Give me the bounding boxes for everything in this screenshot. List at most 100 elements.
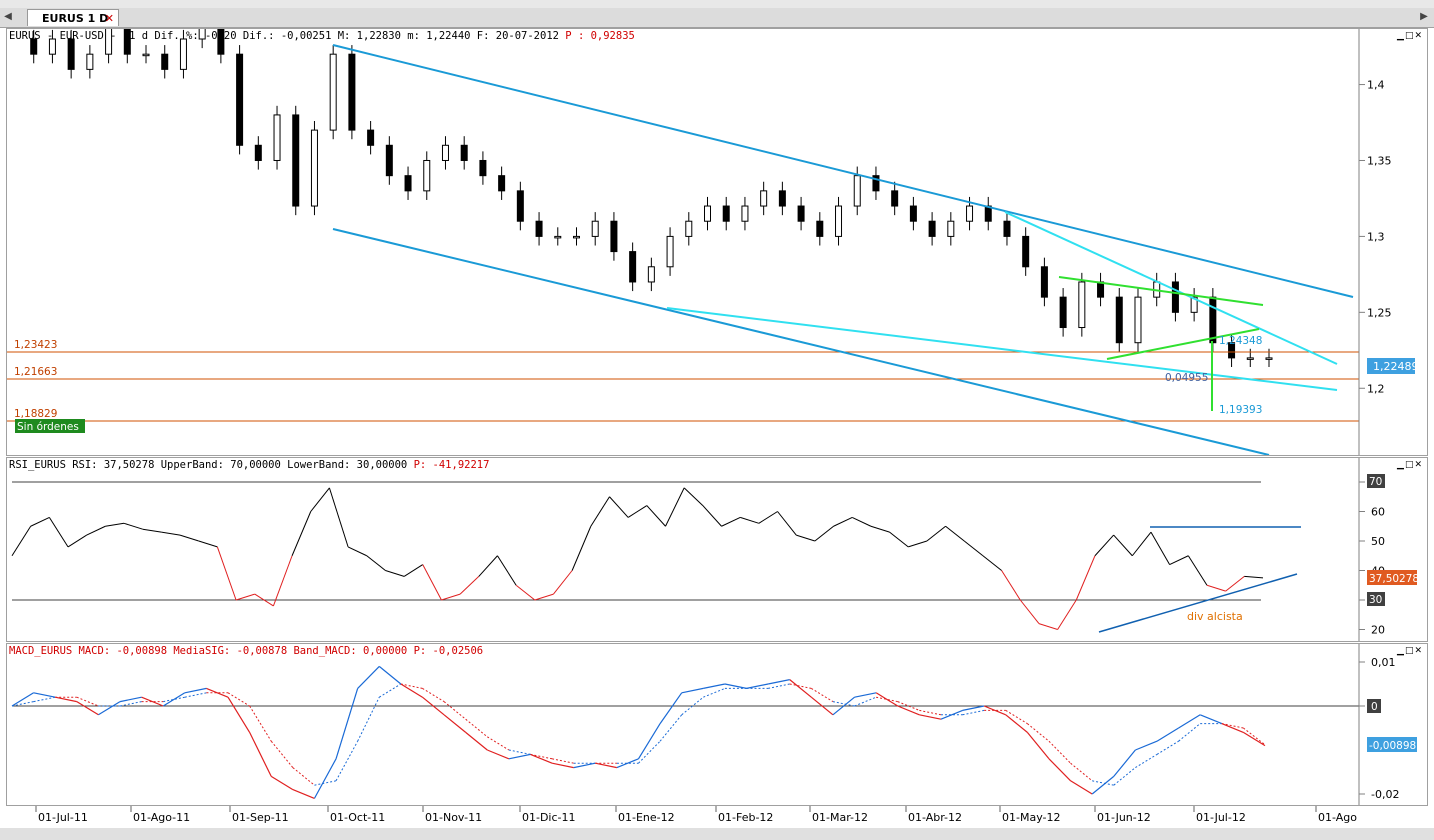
- rsi-segment: [758, 511, 778, 524]
- rsi-segment: [403, 564, 424, 577]
- candle-body: [404, 175, 412, 192]
- candle-body: [105, 29, 113, 55]
- macd-segment: [1091, 775, 1115, 795]
- window-buttons[interactable]: ▁□✕: [1397, 31, 1423, 41]
- rsi-header-p: P: -41,92217: [413, 459, 490, 471]
- window-buttons[interactable]: ▁□✕: [1397, 646, 1423, 656]
- macd-segment: [637, 723, 661, 760]
- rsi-segment: [963, 540, 984, 557]
- macd-segment: [422, 696, 445, 716]
- candle-body: [30, 38, 38, 55]
- candle-body: [1003, 220, 1011, 237]
- macd-signal-segment: [703, 687, 726, 698]
- candle-body: [591, 220, 599, 237]
- rsi-segment: [366, 555, 386, 571]
- macd-segment: [465, 731, 488, 751]
- candle-body: [1209, 296, 1217, 344]
- scroll-right-icon[interactable]: ▶: [1420, 11, 1428, 22]
- candle-body: [704, 205, 712, 222]
- rsi-segment: [609, 496, 629, 518]
- rsi-segment: [1113, 534, 1133, 557]
- macd-segment: [1243, 731, 1266, 747]
- rsi-segment: [1057, 599, 1077, 630]
- x-tick-label: 01-Sep-11: [232, 811, 289, 824]
- rsi-segment: [48, 517, 69, 548]
- macd-signal-segment: [530, 753, 553, 760]
- macd-segment: [875, 692, 899, 707]
- level-label-3: 1,18829: [14, 408, 57, 420]
- resistance-line: [1004, 211, 1338, 365]
- macd-header: MACD_EURUS MACD: -0,00898 MediaSIG: -0,0…: [9, 645, 483, 657]
- macd-signal-segment: [1243, 727, 1266, 746]
- macd-segment: [551, 762, 574, 769]
- candle-body: [1097, 281, 1105, 298]
- candle-body: [947, 220, 955, 237]
- macd-segment: [162, 692, 186, 707]
- status-bar: [0, 828, 1434, 840]
- macd-segment: [487, 749, 510, 760]
- rsi-segment: [179, 534, 199, 542]
- orders-badge[interactable]: [15, 419, 85, 433]
- candle-body: [909, 205, 917, 222]
- price-header-p: P : 0,92835: [565, 30, 635, 42]
- macd-segment: [1005, 714, 1028, 733]
- x-tick-label: 01-Jul-11: [38, 811, 88, 824]
- candle-body: [1246, 357, 1254, 360]
- candle-body: [1040, 266, 1048, 298]
- candle-body: [778, 190, 786, 207]
- macd-segment: [270, 775, 294, 791]
- diff-note: 0,04955: [1165, 372, 1208, 384]
- macd-pane: MACD_EURUS MACD: -0,00898 MediaSIG: -0,0…: [6, 643, 1428, 806]
- macd-zero-box: [1367, 699, 1381, 713]
- rsi-segment: [459, 576, 480, 595]
- price-chart: 1,23423 1,21663 1,18829 1,24348 1,19393 …: [7, 29, 1419, 455]
- macd-segment: [854, 692, 877, 698]
- rsi-segment: [478, 555, 498, 577]
- macd-segment: [1048, 758, 1071, 782]
- x-tick-label: 01-Jun-12: [1097, 811, 1151, 824]
- macd-segment: [313, 758, 337, 799]
- macd-segment: [1199, 714, 1223, 725]
- macd-signal-segment: [465, 718, 488, 738]
- macd-segment: [897, 705, 920, 716]
- rsi-segment: [86, 525, 106, 536]
- tab-eurus[interactable]: EURUS 1 D ✕: [27, 9, 119, 26]
- macd-header-p: P: -0,02506: [413, 645, 484, 657]
- macd-segment: [573, 762, 596, 769]
- macd-signal-segment: [681, 696, 704, 716]
- window-buttons[interactable]: ▁□✕: [1397, 460, 1423, 470]
- candle-body: [142, 53, 150, 57]
- macd-signal-segment: [1048, 740, 1071, 764]
- candle-body: [572, 235, 580, 239]
- rsi-chart: div alcista 60504020 70 30 37,50278: [11, 458, 1419, 641]
- macd-header-main: MACD_EURUS MACD: -0,00898 MediaSIG: -0,0…: [9, 645, 414, 657]
- macd-segment: [119, 696, 142, 703]
- macd-segment: [659, 692, 683, 724]
- rsi-segment: [1225, 576, 1245, 592]
- close-icon[interactable]: ✕: [104, 12, 114, 25]
- candle-body: [273, 114, 281, 161]
- rsi-segment: [254, 593, 274, 607]
- macd-signal-segment: [811, 687, 834, 703]
- price-pane: EURUS - EUR-USD - 1 d Dif. %: -0,20 Dif.…: [6, 28, 1428, 456]
- candle-body: [67, 38, 75, 70]
- candle-body: [535, 220, 543, 237]
- candle-body: [966, 205, 974, 222]
- rsi-segment: [1019, 599, 1040, 624]
- x-tick-label: 01-Nov-11: [425, 811, 482, 824]
- scroll-left-icon[interactable]: ◀: [4, 11, 12, 22]
- rsi-segment: [291, 511, 312, 556]
- rsi-segment: [590, 496, 610, 527]
- rsi-segment: [627, 505, 648, 518]
- rsi-y-tick-label: 20: [1371, 624, 1385, 637]
- macd-segment: [292, 789, 315, 799]
- candle-body: [1078, 281, 1086, 329]
- last-price-value: 1,22489: [1373, 360, 1419, 373]
- macd-segment: [378, 665, 402, 685]
- macd-segment: [724, 683, 747, 689]
- rsi-segment: [814, 525, 834, 542]
- macd-segment: [1156, 727, 1179, 742]
- macd-signal-segment: [357, 696, 380, 742]
- macd-signal-segment: [422, 687, 445, 703]
- rsi-series: [11, 487, 1264, 630]
